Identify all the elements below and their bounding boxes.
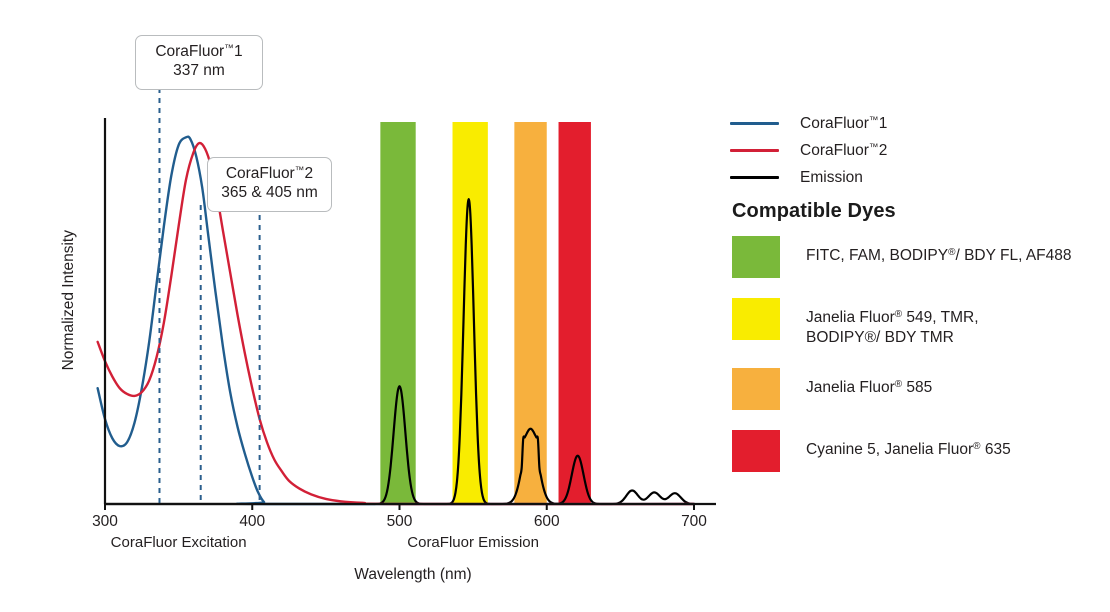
legend-label-tm: ™ [868,141,879,153]
legend-item-1: CoraFluor™1 [730,110,1090,137]
green-band [380,122,416,504]
legend-line-swatch [730,122,779,125]
dye-item-4: Cyanine 5, Janelia Fluor® 635 [732,429,1107,472]
dye-label-text: Janelia Fluor [806,309,895,326]
x-tick-label-700: 700 [681,513,707,530]
series-legend: CoraFluor™1 CoraFluor™2 Emission [730,110,1090,191]
yellow-band [452,122,488,504]
orange-band [514,122,547,504]
right-panel: CoraFluor™1 CoraFluor™2 Emission Compatibl… [730,0,1110,612]
compatible-dyes-list: FITC, FAM, BODIPY®/ BDY FL, AF488 Janelia… [732,236,1107,492]
x-tick-label-300: 300 [92,513,118,530]
x-tick-label-400: 400 [239,513,266,530]
dye-item-label: Cyanine 5, Janelia Fluor® 635 [806,430,1011,460]
x-tick-label-500: 500 [386,513,413,530]
dye-item-2: Janelia Fluor® 549, TMR, BODIPY®/ BDY TMR [732,298,1107,348]
emission-range-label: CoraFluor Emission [407,534,539,551]
dye-label-line2: BODIPY®/ BDY TMR [806,328,954,346]
dye-item-3: Janelia Fluor® 585 [732,367,1107,410]
compatible-dyes-title: Compatible Dyes [732,200,896,222]
dye-item-label: FITC, FAM, BODIPY®/ BDY FL, AF488 [806,236,1072,266]
registered-mark: ® [973,440,981,452]
excitation-curve-1 [96,135,696,506]
legend-item-3: Emission [730,164,1090,191]
y-axis-title: Normalized Intensity [60,230,77,371]
dye-label-line1: Cyanine 5, Janelia Fluor® 635 [806,441,1011,458]
callout-cf2-line1: CoraFluor™2 [225,165,314,182]
dye-color-swatch [732,236,780,278]
x-tick-label-600: 600 [533,513,560,530]
dye-color-swatch [732,429,780,472]
plot-area [96,88,716,510]
legend-item-label: Emission [800,169,863,187]
callout-corafluor-1: CoraFluor™1 337 nm [135,35,263,90]
dye-label-text-tail: 635 [980,440,1011,458]
dye-color-swatch [732,367,780,410]
legend-label-tm: ™ [868,114,879,126]
legend-label-base: CoraFluor [800,141,869,159]
dye-label-text: FITC, FAM, BODIPY [806,247,949,264]
registered-mark: ® [948,247,956,258]
callout-cf1-line1: CoraFluor™1 [155,43,243,60]
red-band [558,122,591,504]
legend-label-suffix: 1 [878,114,888,132]
legend-line-swatch [730,176,779,179]
dye-label-text: Janelia Fluor [806,378,895,396]
registered-mark: ® [894,378,903,390]
dye-label-text-tail: / BDY FL, AF488 [955,247,1072,264]
dye-label-text-tail: 549, TMR, [902,309,979,326]
legend-label-base: CoraFluor [800,114,869,132]
legend-item-label: CoraFluor™2 [800,142,887,160]
legend-item-2: CoraFluor™2 [730,137,1090,164]
spectra-plot-svg [96,88,716,510]
dye-label-line1: Janelia Fluor® 549, TMR, [806,309,979,326]
callout-cf2-line2: 365 & 405 nm [221,183,318,201]
legend-line-swatch [730,149,779,152]
dye-label-text: Cyanine 5, Janelia Fluor [806,440,974,458]
excitation-range-label: CoraFluor Excitation [110,534,247,551]
dye-item-label: Janelia Fluor® 549, TMR, BODIPY®/ BDY TMR [806,298,979,348]
excitation-curve-2 [96,141,696,506]
x-axis-title: Wavelength (nm) [354,566,472,583]
dye-item-1: FITC, FAM, BODIPY®/ BDY FL, AF488 [732,236,1107,278]
legend-item-label: CoraFluor™1 [800,115,887,133]
legend-label-base: Emission [800,168,863,186]
dye-label-line1: Janelia Fluor® 585 [806,379,932,396]
callout-corafluor-2: CoraFluor™2 365 & 405 nm [207,157,332,212]
dye-label-line1: FITC, FAM, BODIPY®/ BDY FL, AF488 [806,247,1072,264]
registered-mark: ® [894,309,903,320]
dye-color-swatch [732,298,780,340]
callout-cf1-line2: 337 nm [173,61,225,79]
dye-item-label: Janelia Fluor® 585 [806,368,932,398]
legend-label-suffix: 2 [878,141,888,159]
dye-label-text-tail: 585 [902,378,933,396]
